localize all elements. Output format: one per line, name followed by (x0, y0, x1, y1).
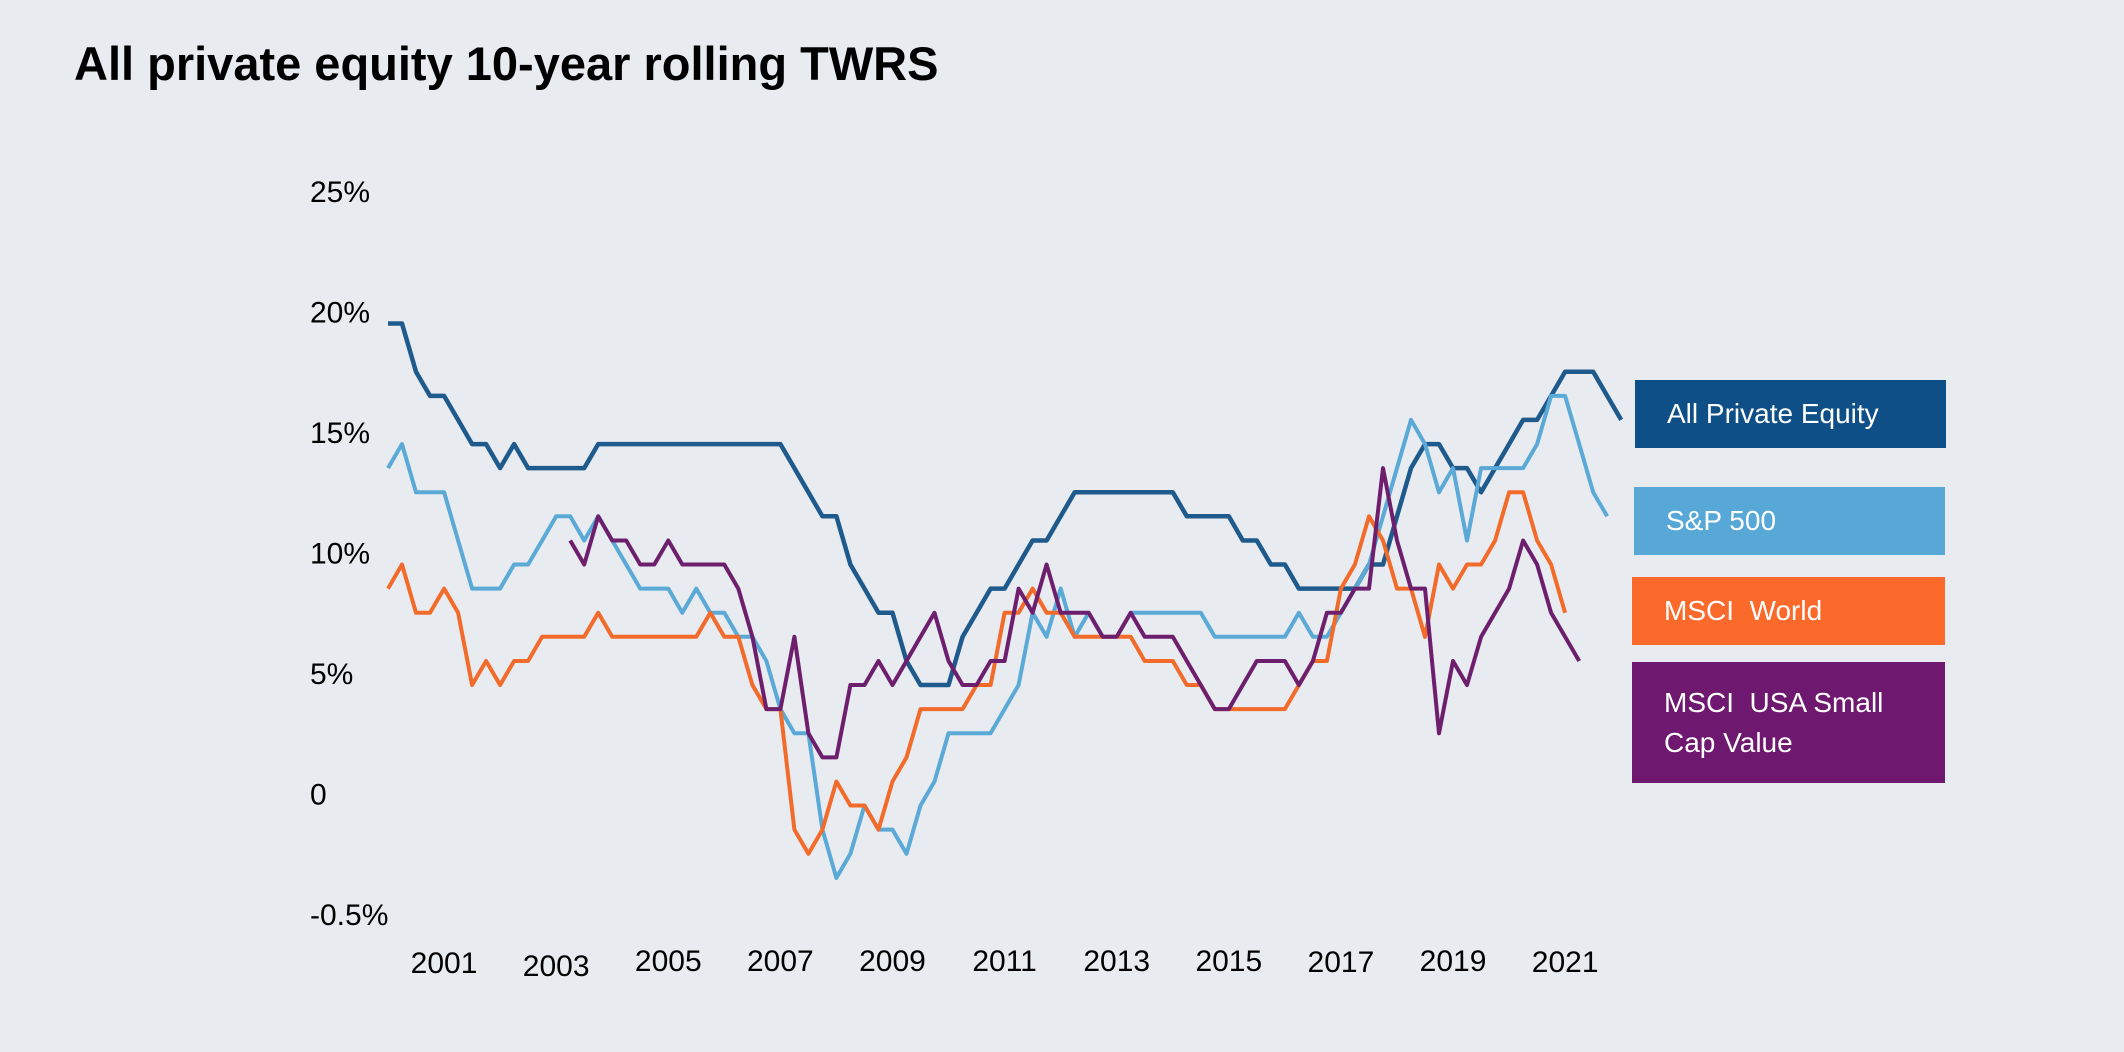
x-tick-label: 2015 (1195, 945, 1262, 978)
legend-item-msci-world: MSCI World (1632, 577, 1945, 645)
y-tick-label: 25% (310, 176, 370, 209)
legend-item-label: S&P 500 (1666, 505, 1777, 536)
x-tick-label: 2009 (859, 945, 926, 978)
x-tick-label: 2005 (635, 945, 702, 978)
x-tick-label: 2013 (1083, 945, 1150, 978)
legend-item-s-p-500: S&P 500 (1634, 487, 1945, 555)
y-tick-label: 10% (310, 538, 370, 571)
legend-item-label: All Private Equity (1667, 398, 1879, 429)
legend-item-msci-usa-small-cap-value: MSCI USA Small Cap Value (1632, 662, 1945, 783)
x-tick-label: 2021 (1532, 946, 1599, 979)
y-tick-label: 20% (310, 297, 370, 330)
x-tick-label: 2007 (747, 945, 814, 978)
x-tick-label: 2011 (972, 945, 1037, 978)
x-tick-label: 2001 (411, 947, 478, 980)
legend-item-all-private-equity: All Private Equity (1635, 380, 1946, 448)
x-tick-label: 2003 (523, 950, 590, 983)
x-axis-ticks: 2001 2003 2005 2007 2009 2011 2013 2015 2017 2019… (411, 945, 1599, 983)
legend-item-label: MSCI USA Small Cap Value (1664, 686, 1892, 758)
series-lines (386, 321, 1624, 880)
x-tick-label: 2017 (1308, 946, 1375, 979)
y-tick-label: 15% (310, 417, 370, 450)
series-line-all-private-equity (388, 321, 1624, 688)
y-axis-ticks: 25% 20% 15% 10% 5% 0 -0.5% (310, 176, 388, 932)
y-tick-label: 0 (310, 779, 327, 812)
y-tick-label: -0.5% (310, 899, 388, 932)
series-line-msci-usa-small-cap-value (568, 466, 1581, 760)
series-line-s-p-500 (386, 393, 1609, 880)
legend-item-label: MSCI World (1664, 595, 1823, 626)
y-tick-label: 5% (310, 658, 353, 691)
chart-title: All private equity 10-year rolling TWRS (74, 37, 939, 90)
x-tick-label: 2019 (1420, 945, 1487, 978)
